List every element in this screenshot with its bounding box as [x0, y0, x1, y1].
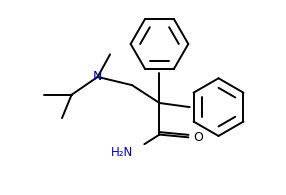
Text: O: O	[193, 131, 203, 144]
Text: N: N	[93, 70, 102, 83]
Text: H₂N: H₂N	[111, 146, 133, 159]
